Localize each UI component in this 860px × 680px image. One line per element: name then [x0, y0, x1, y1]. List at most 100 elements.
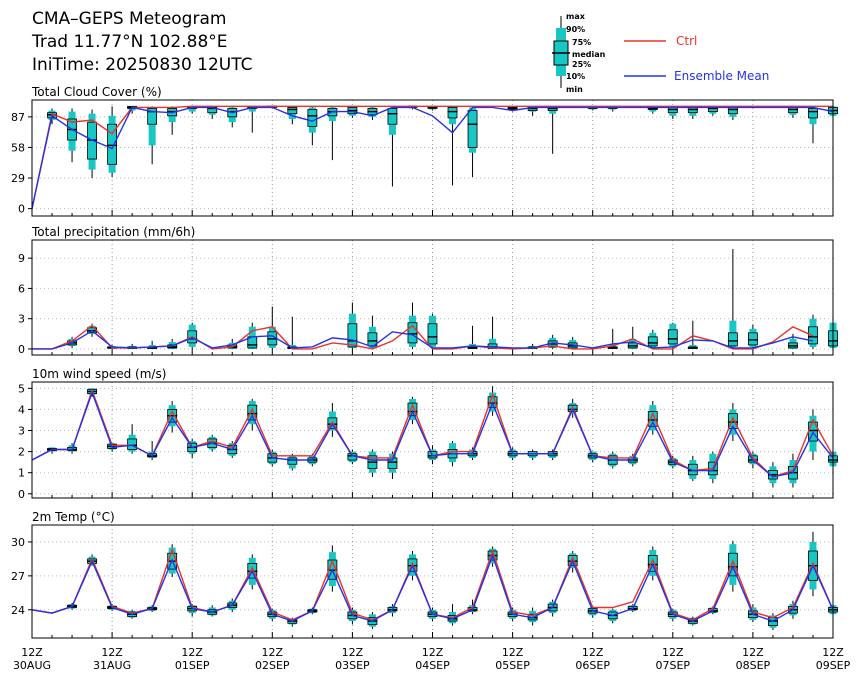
key-label-median: median [572, 50, 606, 59]
box-h234 [807, 314, 818, 349]
x-tick-date: 05SEP [495, 659, 530, 672]
y-tick-label: 9 [18, 252, 25, 265]
box-h138 [487, 316, 498, 349]
x-tick-time: 12Z [342, 646, 364, 659]
key-label-min: min [566, 85, 583, 94]
box-h210 [727, 249, 738, 349]
box-inner [287, 457, 298, 465]
y-tick-label: 1 [18, 467, 25, 480]
y-tick-label: 3 [18, 313, 25, 326]
legend-mean-label: Ensemble Mean [674, 69, 769, 83]
chart-header: CMA–GEPS Meteogram Trad 11.77°N 102.88°E… [31, 9, 253, 75]
box-h84 [307, 106, 318, 146]
y-tick-label: 3 [18, 425, 25, 438]
box-inner [467, 110, 478, 148]
panel-title: 10m wind speed (m/s) [32, 367, 166, 381]
x-tick-time: 12Z [101, 646, 123, 659]
box-inner [307, 109, 318, 127]
panel-frame [31, 381, 834, 499]
panel-frame [31, 239, 834, 356]
legend-ctrl-label: Ctrl [676, 34, 697, 48]
mean-line [31, 390, 834, 478]
box-inner [447, 106, 458, 119]
box-h210 [727, 403, 738, 442]
y-tick-label: 6 [18, 282, 25, 295]
box-h234 [807, 106, 818, 144]
panel-title: Total precipitation (mm/6h) [31, 225, 195, 239]
box-inner [727, 106, 738, 115]
x-tick-date: 06SEP [575, 659, 610, 672]
box-h102 [367, 449, 378, 477]
key-label-25: 25% [572, 60, 591, 69]
box-h156 [547, 449, 558, 461]
box-h126 [447, 604, 458, 626]
x-tick-date: 07SEP [656, 659, 691, 672]
box-h156 [547, 106, 558, 154]
box-inner [667, 329, 678, 345]
x-tick-time: 12Z [742, 646, 764, 659]
location-label: Trad 11.77°N 102.88°E [31, 32, 228, 52]
box-inner [147, 108, 158, 125]
legend: max 90% 75% median 25% 10% min Ctrl Ense… [552, 12, 769, 94]
y-tick-label: 5 [18, 382, 25, 395]
box-inner [808, 108, 818, 119]
box-h96 [347, 302, 358, 349]
box-inner [387, 108, 398, 125]
box-inner [287, 106, 298, 115]
box-h210 [727, 106, 738, 121]
box-h108 [387, 106, 398, 187]
x-tick-date: 09SEP [816, 659, 851, 672]
box-h102 [367, 315, 378, 349]
box-inner [727, 332, 738, 347]
x-tick-time: 12Z [822, 646, 844, 659]
panel-0: Total Cloud Cover (%) 0 29 58 87 [11, 85, 838, 217]
mean-line [31, 106, 834, 209]
y-tick-label: 0 [18, 488, 25, 501]
box-h24 [107, 106, 118, 177]
x-tick-date: 02SEP [255, 659, 290, 672]
box-h126 [447, 106, 458, 186]
panel-title: 2m Temp (°C) [32, 510, 115, 524]
box-h96 [347, 449, 358, 465]
box-inner [407, 402, 418, 417]
panel-1: Total precipitation (mm/6h) 0 3 6 9 [18, 225, 838, 356]
box-h216 [747, 324, 758, 349]
box-inner [247, 404, 258, 421]
box-h30 [127, 424, 138, 454]
x-tick-time: 12Z [662, 646, 684, 659]
box-h120 [427, 313, 438, 349]
x-tick-date: 08SEP [736, 659, 771, 672]
box-h186 [647, 329, 658, 349]
y-tick-label: 0 [18, 343, 25, 356]
box-h36 [147, 106, 158, 165]
x-tick-time: 12Z [21, 646, 43, 659]
x-tick-date: 04SEP [415, 659, 450, 672]
init-time-label: IniTime: 20250830 12UTC [32, 55, 253, 75]
y-tick-label: 27 [11, 570, 25, 583]
box-h12 [67, 108, 78, 163]
box-h66 [247, 105, 258, 133]
box-h132 [467, 106, 478, 177]
mean-line [31, 553, 834, 622]
y-tick-label: 29 [11, 172, 25, 185]
box-h234 [807, 409, 818, 461]
box-inner [748, 332, 758, 346]
box-outer [188, 106, 196, 112]
x-tick-date: 31AUG [93, 659, 131, 672]
box-h66 [247, 322, 258, 349]
x-tick-time: 12Z [422, 646, 444, 659]
y-tick-label: 0 [18, 203, 25, 216]
box-h228 [787, 333, 798, 349]
box-inner [647, 336, 658, 347]
box-inner [727, 413, 738, 429]
box-inner [727, 552, 738, 577]
panel-frame [31, 99, 834, 217]
box-inner [107, 123, 117, 165]
y-tick-label: 2 [18, 446, 25, 459]
x-tick-date: 03SEP [335, 659, 370, 672]
box-outer [148, 107, 156, 146]
box-h144 [507, 106, 518, 112]
box-h102 [367, 106, 378, 121]
